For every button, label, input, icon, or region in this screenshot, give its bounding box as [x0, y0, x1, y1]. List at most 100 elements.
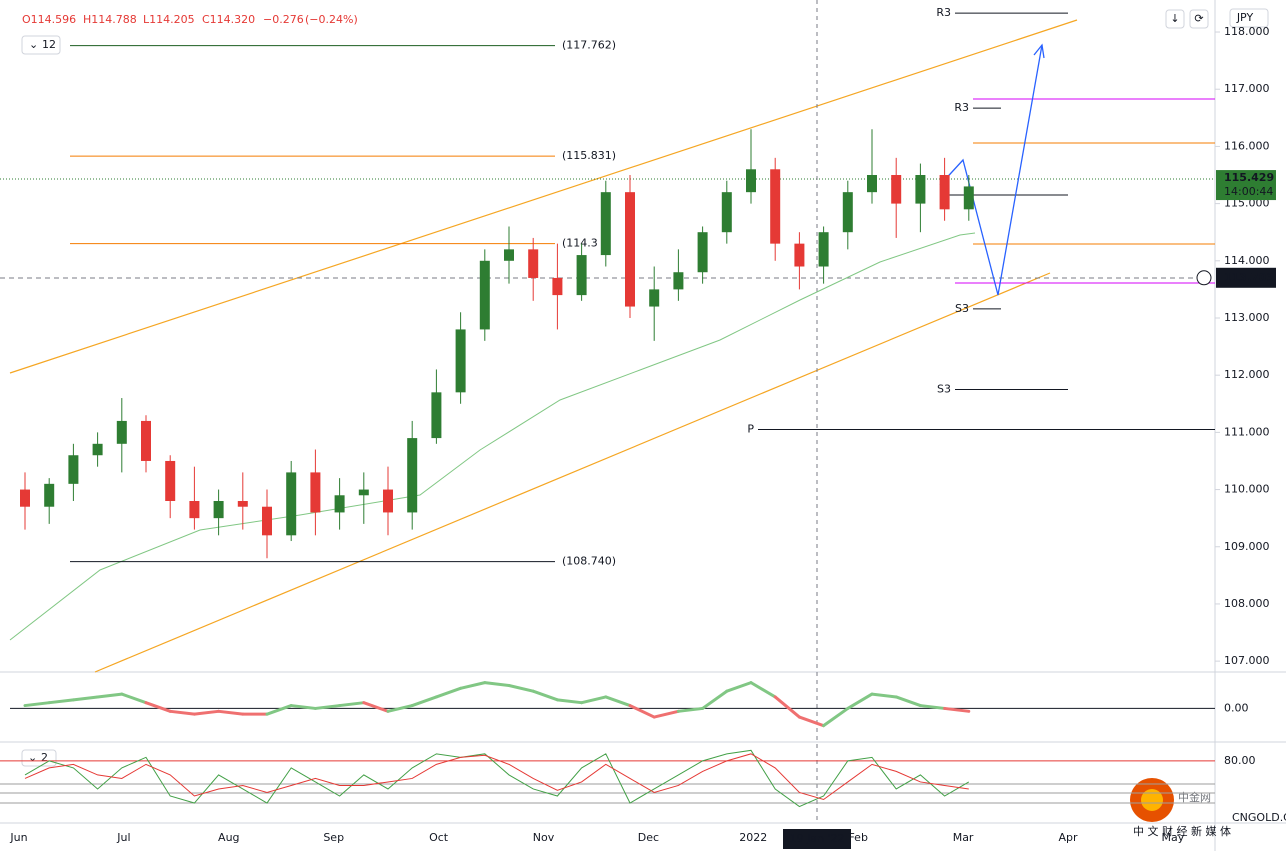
- candle-body: [697, 232, 708, 273]
- stoch-line: [24, 749, 970, 808]
- candle-body: [383, 489, 393, 513]
- candle-body: [963, 186, 974, 210]
- candle-body: [552, 277, 563, 296]
- candle-body: [189, 500, 200, 519]
- last-price: 115.429: [1224, 171, 1274, 184]
- oscillator-segment: [822, 706, 850, 728]
- oscillator-segment: [725, 681, 753, 693]
- x-tick-label: Apr: [1058, 831, 1078, 844]
- scroll-icon: ↓: [1170, 12, 1179, 25]
- last-price-tag: [1216, 170, 1276, 201]
- oscillator-segment: [23, 701, 51, 708]
- watermark-tagline: 中 文 财 经 新 媒 体: [1133, 824, 1231, 838]
- channel-upper: [9, 19, 1078, 374]
- candle-body: [20, 489, 30, 507]
- candle-body: [92, 443, 103, 456]
- y-tick-label: 118.000: [1224, 25, 1270, 38]
- candle-body: [818, 232, 829, 267]
- oscillator-segment: [168, 709, 196, 716]
- candle-body: [213, 500, 224, 519]
- crosshair-date-box: [783, 829, 851, 849]
- candle-body: [721, 192, 732, 233]
- candle-body: [891, 175, 902, 204]
- interval: 12: [42, 38, 56, 51]
- candle-body: [842, 192, 853, 233]
- level-label: (114.3: [562, 237, 598, 250]
- oscillator-segment: [870, 692, 898, 699]
- oscillator-segment: [628, 704, 656, 719]
- oscillator-segment: [144, 701, 172, 713]
- stoch-line: [24, 753, 969, 801]
- oscillator-segment: [894, 695, 922, 708]
- oscillator-segment: [96, 692, 124, 699]
- ohlc-close: C114.320: [202, 13, 255, 26]
- candle-body: [673, 272, 684, 290]
- candle-body: [262, 506, 272, 536]
- x-tick-label: Dec: [638, 831, 659, 844]
- x-tick-label: Oct: [429, 831, 449, 844]
- x-tick-label: 2022: [739, 831, 767, 844]
- interval-box[interactable]: [21, 35, 61, 55]
- y-tick-label: 0.00: [1224, 701, 1249, 714]
- y-tick-label: 112.000: [1224, 368, 1270, 381]
- candle-body: [407, 438, 418, 513]
- channel-lower: [94, 272, 1051, 673]
- collapse-icon: ⌄: [28, 751, 37, 764]
- crosshair-plus: [1196, 270, 1212, 286]
- watermark-name: 中金网: [1178, 790, 1211, 804]
- crosshair-date: 19 Jan '22: [790, 832, 845, 845]
- x-tick-label: Nov: [533, 831, 555, 844]
- oscillator-segment: [386, 704, 414, 713]
- candle-body: [237, 500, 248, 507]
- candle-body: [649, 289, 660, 307]
- oscillator-segment: [676, 706, 705, 713]
- x-tick-label: Jul: [116, 831, 130, 844]
- y-tick-label: 116.000: [1224, 139, 1270, 152]
- refresh-icon: ⟳: [1194, 12, 1203, 25]
- y-tick-label: 109.000: [1224, 540, 1270, 553]
- oscillator-segment: [918, 704, 947, 710]
- refresh-button[interactable]: [1189, 9, 1209, 29]
- oscillator-segment: [507, 683, 535, 693]
- candle-body: [455, 329, 466, 393]
- oscillator-segment: [265, 704, 293, 716]
- candle-body: [116, 420, 127, 444]
- candle-body: [334, 495, 345, 513]
- pivot-label: R3: [954, 101, 969, 114]
- oscillator-segment: [362, 701, 390, 713]
- oscillator-segment: [289, 704, 317, 710]
- pivot-label: R3: [936, 6, 951, 19]
- change-pct: (−0.24%): [305, 13, 358, 26]
- watermark-site: CNGOLD.COM: [1232, 811, 1286, 824]
- candle-body: [44, 483, 55, 507]
- currency-button[interactable]: [1229, 8, 1269, 28]
- oscillator-segment: [749, 681, 777, 699]
- scroll-button[interactable]: [1165, 9, 1185, 29]
- candle-body: [794, 243, 805, 267]
- oscillator-segment: [580, 695, 608, 705]
- y-tick-label: 113.000: [1224, 311, 1270, 324]
- collapse-icon: ⌄: [29, 38, 38, 51]
- y-tick-label: 108.000: [1224, 597, 1270, 610]
- candle-body: [165, 460, 176, 501]
- ohlc-high: H114.788: [83, 13, 137, 26]
- x-tick-label: Jun: [9, 831, 27, 844]
- oscillator-segment: [338, 701, 366, 708]
- candle-body: [431, 392, 442, 439]
- oscillator-segment: [71, 695, 100, 702]
- candle-body: [479, 260, 490, 330]
- y-tick-label: 80.00: [1224, 754, 1256, 767]
- candle-body: [141, 420, 151, 461]
- oscillator-segment: [192, 709, 221, 716]
- pivot-label: S3: [955, 302, 969, 315]
- pivot-label: S3: [937, 382, 951, 395]
- arrow-head: [1033, 43, 1045, 59]
- currency: JPY: [1236, 11, 1254, 24]
- ohlc-open: O114.596: [22, 13, 76, 26]
- oscillator-segment: [459, 681, 487, 690]
- candle-body: [504, 249, 514, 261]
- candle-body: [310, 472, 321, 513]
- oscillator-segment: [846, 692, 874, 710]
- oscillator-segment: [217, 709, 245, 716]
